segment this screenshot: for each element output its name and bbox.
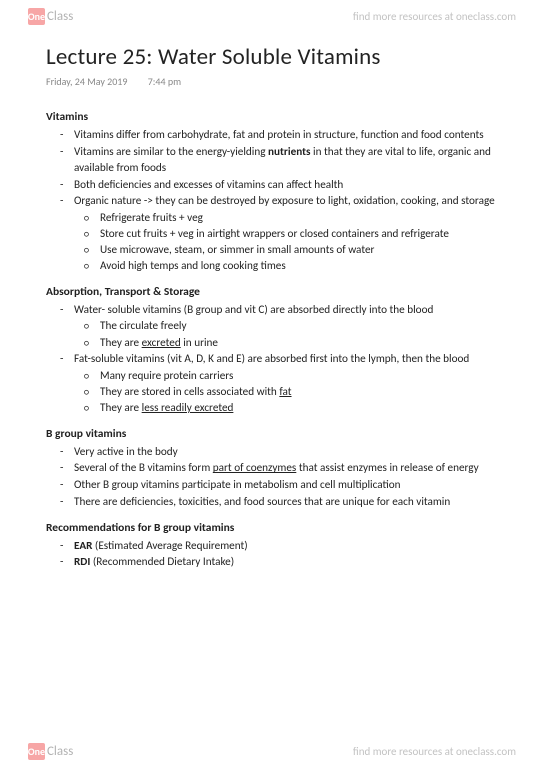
brand-logo: One Class (28, 743, 73, 760)
list-item: Vitamins are similar to the energy-yield… (74, 144, 498, 177)
brand-tagline: find more resources at oneclass.com (353, 745, 516, 758)
watermark-top: One Class find more resources at oneclas… (0, 0, 544, 29)
sub-list-item: They are excreted in urine (100, 335, 498, 351)
sub-list-item: Avoid high temps and long cooking times (100, 258, 498, 274)
list-item: Both deficiencies and excesses of vitami… (74, 177, 498, 194)
underlined-text: fat (279, 385, 291, 399)
list-item: EAR (Estimated Average Requirement) (74, 538, 498, 555)
sub-list-item: Use microwave, steam, or simmer in small… (100, 242, 498, 258)
brand-logo: One Class (28, 8, 73, 25)
bullet-list: Very active in the bodySeveral of the B … (46, 444, 498, 511)
bullet-list: Water- soluble vitamins (B group and vit… (46, 302, 498, 417)
document-date: Friday, 24 May 2019 (46, 75, 127, 88)
sub-bullet-list: Refrigerate fruits + vegStore cut fruits… (74, 210, 498, 275)
list-item: Vitamins differ from carbohydrate, fat a… (74, 127, 498, 144)
list-item: Very active in the body (74, 444, 498, 461)
list-item: There are deficiencies, toxicities, and … (74, 494, 498, 511)
sub-list-item: Refrigerate fruits + veg (100, 210, 498, 226)
list-item: Several of the B vitamins form part of c… (74, 460, 498, 477)
list-item: Water- soluble vitamins (B group and vit… (74, 302, 498, 351)
bold-text: nutrients (268, 145, 310, 159)
page-title: Lecture 25: Water Soluble Vitamins (46, 43, 498, 71)
underlined-text: part of coenzymes (213, 461, 297, 475)
sub-list-item: The circulate freely (100, 318, 498, 334)
section-heading: Absorption, Transport & Storage (46, 285, 498, 299)
document-time: 7:44 pm (148, 75, 181, 88)
brand-logo-text: Class (47, 744, 73, 759)
list-item: Fat-soluble vitamins (vit A, D, K and E)… (74, 351, 498, 416)
document-body: Lecture 25: Water Soluble Vitamins Frida… (0, 29, 544, 571)
sub-bullet-list: The circulate freelyThey are excreted in… (74, 318, 498, 350)
section-heading: Vitamins (46, 110, 498, 124)
sub-list-item: They are less readily excreted (100, 400, 498, 416)
section-heading: B group vitamins (46, 427, 498, 441)
brand-logo-text: Class (47, 9, 73, 24)
document-meta: Friday, 24 May 2019 7:44 pm (46, 75, 498, 88)
underlined-text: excreted (142, 336, 181, 350)
section-heading: Recommendations for B group vitamins (46, 521, 498, 535)
sub-list-item: They are stored in cells associated with… (100, 384, 498, 400)
bullet-list: Vitamins differ from carbohydrate, fat a… (46, 127, 498, 275)
list-item: Organic nature -> they can be destroyed … (74, 193, 498, 275)
watermark-bottom: One Class find more resources at oneclas… (0, 735, 544, 764)
brand-tagline: find more resources at oneclass.com (353, 10, 516, 23)
sub-list-item: Many require protein carriers (100, 368, 498, 384)
bullet-list: EAR (Estimated Average Requirement)RDI (… (46, 538, 498, 571)
bold-text: EAR (74, 539, 92, 553)
list-item: RDI (Recommended Dietary Intake) (74, 554, 498, 571)
list-item: Other B group vitamins participate in me… (74, 477, 498, 494)
sub-bullet-list: Many require protein carriersThey are st… (74, 368, 498, 417)
brand-logo-icon: One (28, 743, 45, 760)
sub-list-item: Store cut fruits + veg in airtight wrapp… (100, 226, 498, 242)
brand-logo-icon: One (28, 8, 45, 25)
underlined-text: less readily excreted (142, 401, 234, 415)
bold-text: RDI (74, 555, 90, 569)
